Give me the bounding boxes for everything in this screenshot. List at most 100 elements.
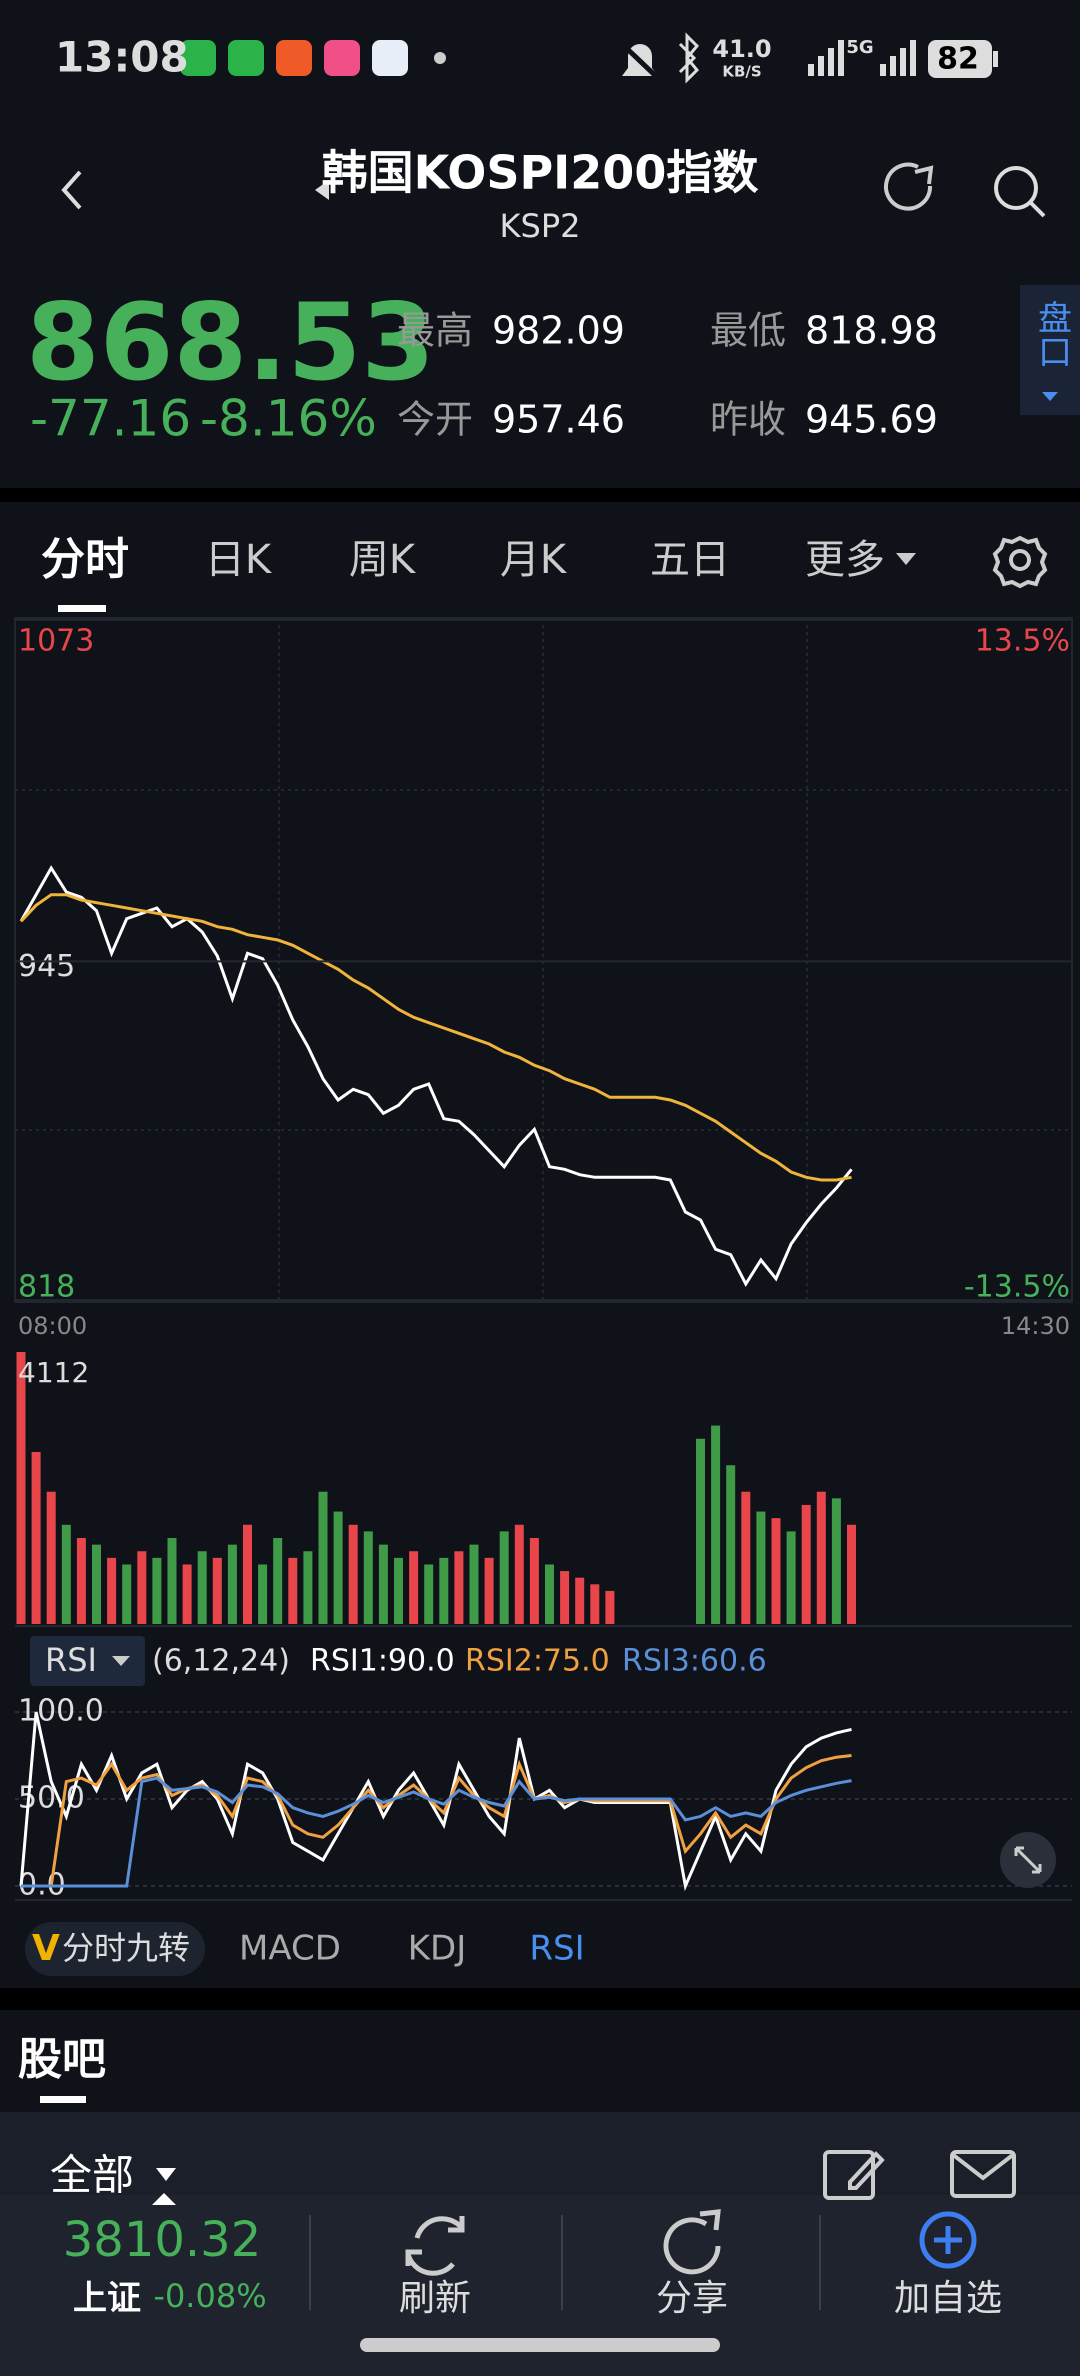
volume-bar: [107, 1557, 117, 1624]
forum-title: 股吧: [18, 2034, 106, 2085]
volume-bar: [741, 1491, 751, 1624]
share-nav-icon[interactable]: [663, 2209, 721, 2275]
volume-bar: [137, 1551, 147, 1624]
indicator-tab[interactable]: KDJ: [408, 1929, 467, 1969]
volume-bar: [560, 1571, 570, 1624]
chart-frame: [14, 617, 1073, 1901]
search-icon[interactable]: [994, 166, 1046, 218]
volume-bar: [545, 1564, 554, 1624]
quote-value: 982.09: [492, 309, 625, 353]
y-tick-label: 945: [18, 949, 75, 984]
tab[interactable]: 日K: [205, 537, 273, 583]
index-name[interactable]: 上证: [73, 2279, 141, 2319]
volume-bar: [333, 1511, 343, 1624]
tab[interactable]: 周K: [349, 537, 417, 583]
volume-bar: [816, 1491, 826, 1624]
nav-label[interactable]: 刷新: [399, 2278, 471, 2319]
volume-bar: [529, 1538, 539, 1624]
legend-entry: RSI2:75.0: [465, 1644, 610, 1679]
line: [21, 1754, 852, 1888]
tab[interactable]: 分时: [41, 534, 129, 585]
app-icons: [180, 40, 446, 76]
volume-bar: [273, 1538, 283, 1624]
volume-bar: [31, 1452, 41, 1624]
more-arrow[interactable]: [896, 553, 916, 565]
volume-bar: [152, 1557, 162, 1624]
network-type: 5G: [846, 37, 873, 58]
volume-bar: [197, 1551, 207, 1624]
expand-button[interactable]: [1000, 1832, 1056, 1888]
volume-bar: [439, 1557, 449, 1624]
nine-pill[interactable]: [25, 1922, 205, 1976]
nav-label[interactable]: 分享: [656, 2278, 728, 2319]
index-value[interactable]: 3810.32: [63, 2212, 262, 2268]
volume-bar: [243, 1524, 252, 1624]
side-button-label[interactable]: 盘口: [1032, 300, 1072, 368]
refresh-icon[interactable]: [884, 162, 934, 211]
tab[interactable]: 五日: [650, 537, 730, 583]
edit-icon[interactable]: [823, 2150, 885, 2200]
mail-icon[interactable]: [950, 2150, 1016, 2198]
add-nav-icon[interactable]: [919, 2211, 977, 2269]
volume-bar: [122, 1564, 132, 1624]
volume-bar: [182, 1564, 192, 1624]
indicator-tab[interactable]: RSI: [529, 1929, 584, 1969]
volume-bar: [831, 1498, 841, 1624]
volume-bar: [847, 1524, 856, 1624]
volume-bar: [711, 1425, 721, 1624]
prev-arrow[interactable]: [315, 180, 329, 200]
line: [19, 1711, 852, 1892]
volume-bar: [484, 1557, 494, 1624]
system-icons: [618, 32, 998, 84]
rsi-select[interactable]: [30, 1636, 145, 1686]
side-arrow: [1042, 392, 1058, 401]
volume-bar: [76, 1538, 86, 1624]
indicator-name[interactable]: RSI: [45, 1641, 97, 1679]
quote-label: 最高: [397, 309, 473, 353]
y-tick-label: 1073: [18, 624, 94, 659]
volume-bar: [61, 1524, 71, 1624]
volume-bar: [590, 1584, 600, 1624]
volume-bar: [258, 1564, 268, 1624]
line: [21, 1776, 852, 1888]
volume-bar: [409, 1551, 419, 1624]
volume-bar: [499, 1531, 509, 1624]
nav-label[interactable]: 加自选: [894, 2278, 1002, 2319]
v-badge[interactable]: V: [32, 1928, 60, 1969]
index-change: -0.08%: [153, 2277, 266, 2315]
refresh-nav-icon[interactable]: [405, 2216, 465, 2276]
filter-arrow[interactable]: [156, 2168, 176, 2181]
y-tick-label: 818: [18, 1270, 75, 1305]
volume-bar: [363, 1531, 373, 1624]
network-speed: 41.0: [712, 35, 771, 63]
tab[interactable]: 更多: [805, 537, 885, 583]
change: -77.16: [30, 390, 191, 448]
forum-filter[interactable]: 全部: [50, 2151, 134, 2200]
nine-label[interactable]: 分时九转: [62, 1929, 190, 1967]
back-button[interactable]: [61, 170, 82, 210]
volume-bar: [696, 1438, 705, 1624]
tab[interactable]: 月K: [500, 537, 568, 583]
quote-label: 昨收: [710, 398, 786, 442]
indicator-tab[interactable]: MACD: [239, 1929, 341, 1969]
pointer: [152, 2193, 176, 2205]
volume-bar: [92, 1544, 101, 1624]
home-indicator: [360, 2338, 720, 2352]
volume-bar: [605, 1590, 615, 1624]
code: KSP2: [500, 207, 581, 245]
quote-label: 最低: [710, 309, 786, 353]
legend-entry: RSI1:90.0: [310, 1644, 455, 1679]
volume-bar: [469, 1544, 479, 1624]
y-tick-label: 100.0: [18, 1694, 104, 1729]
y2-tick-label: -13.5%: [964, 1270, 1070, 1305]
nav-dividers: [309, 2215, 821, 2310]
settings-icon[interactable]: [992, 535, 1048, 589]
volume-bar: [575, 1577, 585, 1624]
network-unit: KB/S: [722, 63, 761, 81]
volume-bar: [288, 1557, 298, 1624]
rsi-arrow: [112, 1656, 130, 1666]
volume-bar: [318, 1491, 328, 1624]
volume-bar: [212, 1557, 222, 1624]
